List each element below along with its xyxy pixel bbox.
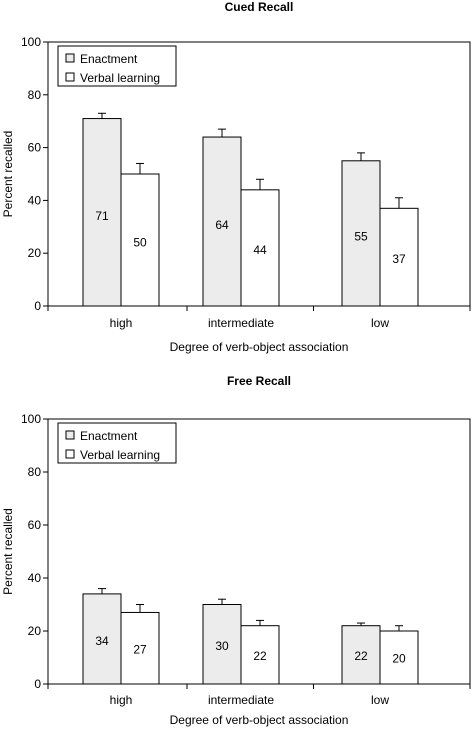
chart-panel-2: Free Recall 0 20 40 60 80 100 Percent recalled h… xyxy=(1,374,471,727)
data-label: 55 xyxy=(354,229,368,243)
y-tick-label: 40 xyxy=(28,571,42,585)
x-axis-label: Degree of verb-object association xyxy=(170,713,349,727)
legend-swatch xyxy=(65,449,75,459)
x-tick-label: intermediate xyxy=(208,693,274,707)
bar xyxy=(202,136,242,307)
y-tick-label: 20 xyxy=(28,624,42,638)
data-label: 30 xyxy=(215,639,229,653)
y-tick-label: 0 xyxy=(34,677,41,691)
legend-label: Verbal learning xyxy=(80,71,160,85)
y-tick-label: 100 xyxy=(21,412,41,426)
legend-swatch xyxy=(65,72,75,82)
legend-box xyxy=(57,422,177,464)
y-axis-label: Percent recalled xyxy=(1,508,15,595)
legend-label: Enactment xyxy=(80,52,138,66)
bar xyxy=(202,604,242,685)
legend-box xyxy=(57,45,177,87)
x-axis-label: Degree of verb-object association xyxy=(170,340,349,354)
data-label: 34 xyxy=(95,634,109,648)
chart-title: Cued Recall xyxy=(225,0,294,14)
data-label: 37 xyxy=(392,252,406,266)
y-tick-label: 80 xyxy=(28,465,42,479)
x-tick-label: high xyxy=(110,316,133,330)
x-tick-label: low xyxy=(371,316,389,330)
data-label: 22 xyxy=(253,649,267,663)
bar xyxy=(341,625,381,685)
bar xyxy=(341,160,381,307)
bar xyxy=(82,118,122,307)
legend-swatch xyxy=(65,53,75,63)
chart-panel-1: Cued Recall 0 20 40 60 80 100 Percent recalled h… xyxy=(1,0,471,354)
legend-label: Verbal learning xyxy=(80,448,160,462)
y-tick-label: 100 xyxy=(21,35,41,49)
data-label: 71 xyxy=(95,209,109,223)
y-tick-label: 20 xyxy=(28,246,42,260)
bar xyxy=(240,189,280,307)
y-tick-label: 0 xyxy=(34,299,41,313)
chart-title: Free Recall xyxy=(227,374,291,388)
x-tick-label: low xyxy=(371,693,389,707)
bar xyxy=(120,611,160,685)
data-label: 64 xyxy=(215,218,229,232)
bar xyxy=(240,625,280,685)
data-label: 44 xyxy=(253,243,267,257)
x-tick-label: intermediate xyxy=(208,316,274,330)
x-tick-label: high xyxy=(110,693,133,707)
data-label: 22 xyxy=(354,649,368,663)
y-tick-label: 80 xyxy=(28,88,42,102)
y-tick-label: 40 xyxy=(28,193,42,207)
y-tick-label: 60 xyxy=(28,518,42,532)
legend-swatch xyxy=(65,430,75,440)
data-label: 50 xyxy=(133,236,147,250)
y-axis-label: Percent recalled xyxy=(1,131,15,218)
bar xyxy=(120,173,160,307)
data-label: 20 xyxy=(392,652,406,666)
legend-label: Enactment xyxy=(80,429,138,443)
data-label: 27 xyxy=(133,643,147,657)
bar xyxy=(82,593,122,685)
y-tick-label: 60 xyxy=(28,141,42,155)
